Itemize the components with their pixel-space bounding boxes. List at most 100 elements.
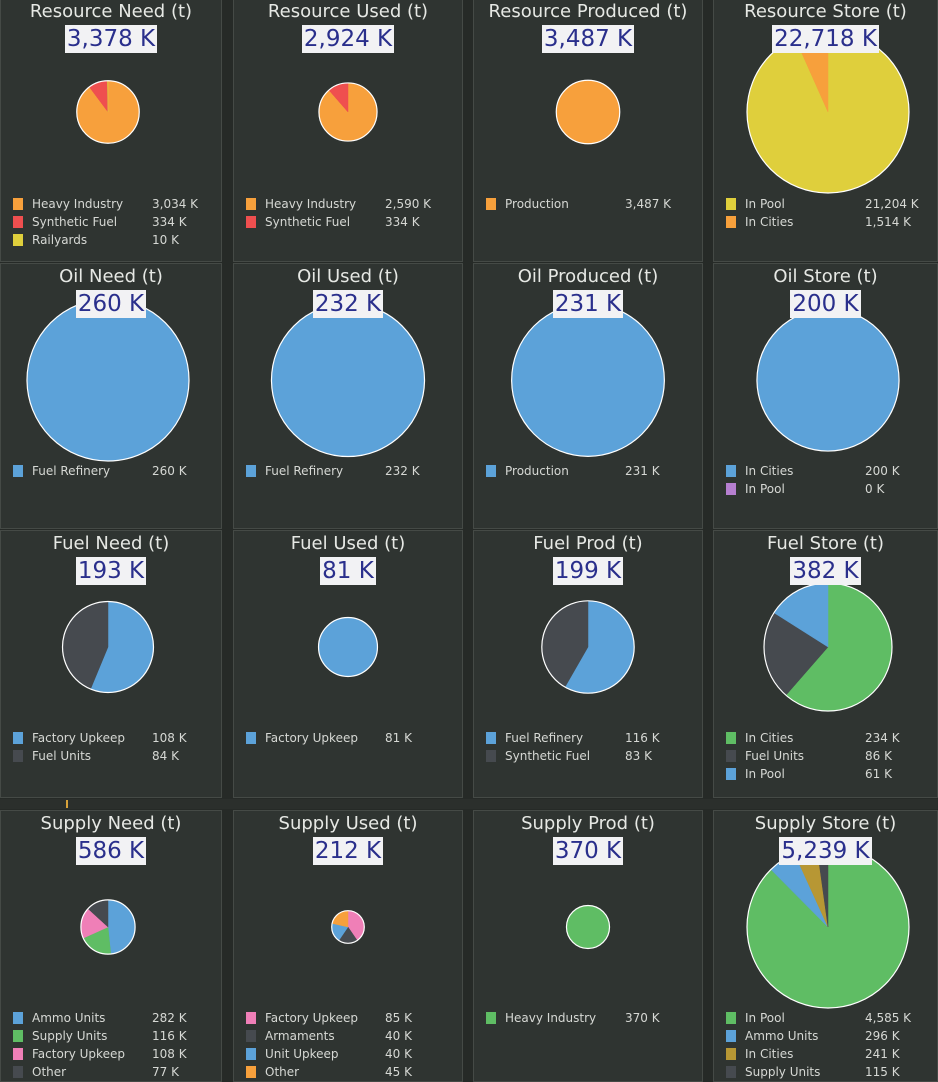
legend-value: 116 K: [625, 731, 660, 745]
legend-label: Synthetic Fuel: [505, 749, 591, 763]
oil-used-total-wrap: 232 K: [234, 290, 462, 318]
legend-value: 260 K: [152, 464, 187, 478]
oil-store-legend: In Cities 200 K In Pool 0 K: [725, 463, 929, 499]
resource-produced-legend: Production 3,487 K: [485, 196, 694, 214]
legend-swatch: [486, 1012, 496, 1024]
oil-need-total: 260 K: [75, 290, 147, 318]
legend-swatch: [726, 1030, 736, 1042]
legend-item: Supply Units 116 K: [12, 1028, 213, 1046]
legend-label: Ammo Units: [745, 1029, 819, 1043]
legend-swatch: [246, 465, 256, 477]
resource-produced-title: Resource Produced (t): [488, 1, 688, 22]
fuel-prod-title: Fuel Prod (t): [533, 533, 643, 554]
resource-need-total: 3,378 K: [64, 25, 158, 53]
fuel-used-total-wrap: 81 K: [234, 557, 462, 585]
legend-label: Fuel Units: [745, 749, 805, 763]
supply-used-title: Supply Used (t): [278, 813, 418, 834]
fuel-prod-total-wrap: 199 K: [474, 557, 702, 585]
legend-swatch: [13, 1066, 23, 1078]
legend-swatch: [13, 216, 23, 228]
legend-value: 282 K: [152, 1011, 187, 1025]
resource-used-pie: [318, 82, 378, 142]
legend-label: In Pool: [745, 482, 785, 496]
legend-label: In Pool: [745, 767, 785, 781]
legend-value: 296 K: [865, 1029, 900, 1043]
supply-used-panel: Supply Used (t) 212 K Factory Upkeep 85 K Ar…: [233, 810, 463, 1082]
legend-swatch: [246, 1030, 256, 1042]
legend-swatch: [726, 732, 736, 744]
oil-used-title: Oil Used (t): [297, 266, 399, 287]
legend-swatch: [726, 216, 736, 228]
legend-value: 86 K: [865, 749, 892, 763]
legend-item: Heavy Industry 3,034 K: [12, 196, 213, 214]
legend-item: Fuel Units 84 K: [12, 748, 213, 766]
fuel-need-title: Fuel Need (t): [52, 533, 170, 554]
legend-swatch: [13, 750, 23, 762]
fuel-used-title: Fuel Used (t): [290, 533, 406, 554]
legend-swatch: [246, 732, 256, 744]
supply-need-total-wrap: 586 K: [1, 837, 221, 865]
fuel-store-panel: Fuel Store (t) 382 K In Cities 234 K Fuel Un…: [713, 530, 938, 798]
resource-produced-pie: [555, 79, 621, 145]
resource-need-legend: Heavy Industry 3,034 K Synthetic Fuel 334 K…: [12, 196, 213, 250]
legend-label: Fuel Refinery: [505, 731, 584, 745]
supply-need-total: 586 K: [75, 837, 147, 865]
fuel-prod-pie: [541, 600, 635, 694]
supply-prod-total: 370 K: [552, 837, 624, 865]
fuel-used-slice-factory-upkeep: [317, 616, 379, 678]
legend-value: 232 K: [385, 464, 420, 478]
resource-used-total-wrap: 2,924 K: [234, 25, 462, 53]
fuel-store-total: 382 K: [790, 557, 861, 585]
legend-label: In Pool: [745, 197, 785, 211]
fuel-store-title: Fuel Store (t): [767, 533, 884, 554]
supply-need-legend: Ammo Units 282 K Supply Units 116 K Factory …: [12, 1010, 213, 1081]
legend-swatch: [13, 732, 23, 744]
legend-value: 231 K: [625, 464, 660, 478]
legend-item: Fuel Refinery 232 K: [245, 463, 454, 481]
fuel-used-panel: Fuel Used (t) 81 K Factory Upkeep 81 K: [233, 530, 463, 798]
legend-value: 10 K: [152, 233, 179, 247]
supply-need-pie-outline: [80, 899, 136, 955]
legend-item: Unit Upkeep 40 K: [245, 1046, 454, 1064]
legend-value: 61 K: [865, 767, 892, 781]
resource-store-total: 22,718 K: [772, 25, 879, 53]
legend-label: Armaments: [265, 1029, 335, 1043]
legend-label: Heavy Industry: [505, 1011, 597, 1025]
legend-item: Synthetic Fuel 334 K: [245, 214, 454, 232]
supply-used-total: 212 K: [312, 837, 384, 865]
supply-used-pie: [331, 910, 365, 944]
fuel-prod-legend: Fuel Refinery 116 K Synthetic Fuel 83 K: [485, 730, 694, 766]
legend-item: Armaments 40 K: [245, 1028, 454, 1046]
legend-value: 45 K: [385, 1065, 412, 1079]
fuel-need-panel: Fuel Need (t) 193 K Factory Upkeep 108 K Fue…: [0, 530, 222, 798]
supply-used-total-wrap: 212 K: [234, 837, 462, 865]
legend-label: Other: [265, 1065, 300, 1079]
oil-store-total-wrap: 200 K: [714, 290, 937, 318]
legend-value: 4,585 K: [865, 1011, 912, 1025]
legend-swatch: [726, 483, 736, 495]
legend-label: Heavy Industry: [265, 197, 357, 211]
supply-used-pie-outline: [331, 910, 365, 944]
legend-value: 334 K: [152, 215, 187, 229]
resource-need-title: Resource Need (t): [29, 1, 193, 22]
legend-item: In Cities 200 K: [725, 463, 929, 481]
fuel-store-total-wrap: 382 K: [714, 557, 937, 585]
legend-value: 21,204 K: [865, 197, 919, 211]
legend-item: In Cities 234 K: [725, 730, 929, 748]
resource-need-pie-outline: [76, 80, 140, 144]
supply-prod-pie: [565, 904, 611, 950]
legend-swatch: [486, 732, 496, 744]
oil-need-legend: Fuel Refinery 260 K: [12, 463, 213, 481]
supply-store-total: 5,239 K: [779, 837, 872, 865]
legend-item: In Cities 1,514 K: [725, 214, 929, 232]
legend-item: Ammo Units 282 K: [12, 1010, 213, 1028]
legend-swatch: [13, 198, 23, 210]
legend-item: Production 231 K: [485, 463, 694, 481]
legend-label: Factory Upkeep: [32, 731, 125, 745]
legend-value: 3,487 K: [625, 197, 672, 211]
legend-swatch: [726, 768, 736, 780]
legend-swatch: [13, 1030, 23, 1042]
legend-item: Factory Upkeep 81 K: [245, 730, 454, 748]
legend-label: In Cities: [745, 731, 794, 745]
fuel-store-pie: [763, 582, 893, 712]
